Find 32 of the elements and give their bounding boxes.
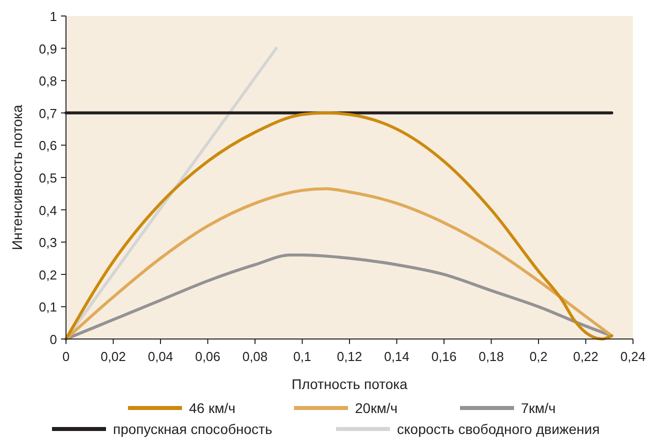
legend-label: скорость свободного движения <box>397 421 600 437</box>
y-tick-label: 0,4 <box>38 202 57 218</box>
x-tick-label: 0,06 <box>195 349 220 364</box>
y-tick-label: 0,3 <box>38 235 57 250</box>
y-tick-label: 0,2 <box>38 267 57 282</box>
x-axis-title: Плотность потока <box>292 376 408 392</box>
x-tick-label: 0,12 <box>336 349 362 364</box>
y-tick-label: 0,5 <box>38 170 57 186</box>
x-tick-label: 0,08 <box>242 349 268 364</box>
y-tick-label: 0 <box>50 332 57 347</box>
x-tick-label: 0,1 <box>293 349 312 364</box>
y-tick-label: 0,7 <box>38 106 57 121</box>
line-series <box>64 111 614 340</box>
x-tick-label: 0,22 <box>573 349 598 364</box>
x-tick-label: 0,02 <box>100 349 126 364</box>
y-tick-label: 0,8 <box>38 74 57 89</box>
y-tick-label: 0,9 <box>38 41 57 56</box>
x-tick-label: 0,16 <box>431 349 457 364</box>
x-tick-label: 0,24 <box>620 349 646 364</box>
legend-label: 7км/ч <box>521 400 556 416</box>
legend-label: пропускная способность <box>113 421 272 437</box>
legend-label: 20км/ч <box>355 400 398 416</box>
legend-label: 46 км/ч <box>189 400 236 416</box>
y-axis-title: Интенсивность потока <box>9 104 25 250</box>
x-tick-label: 0,18 <box>478 349 504 364</box>
x-tick-label: 0,04 <box>148 349 174 364</box>
y-tick-label: 1 <box>50 9 57 24</box>
x-tick-label: 0 <box>62 349 70 364</box>
x-tick-label: 0,2 <box>529 349 548 364</box>
y-tick-label: 0,1 <box>38 300 57 315</box>
y-tick-label: 0,6 <box>38 138 57 154</box>
x-tick-label: 0,14 <box>384 349 410 364</box>
